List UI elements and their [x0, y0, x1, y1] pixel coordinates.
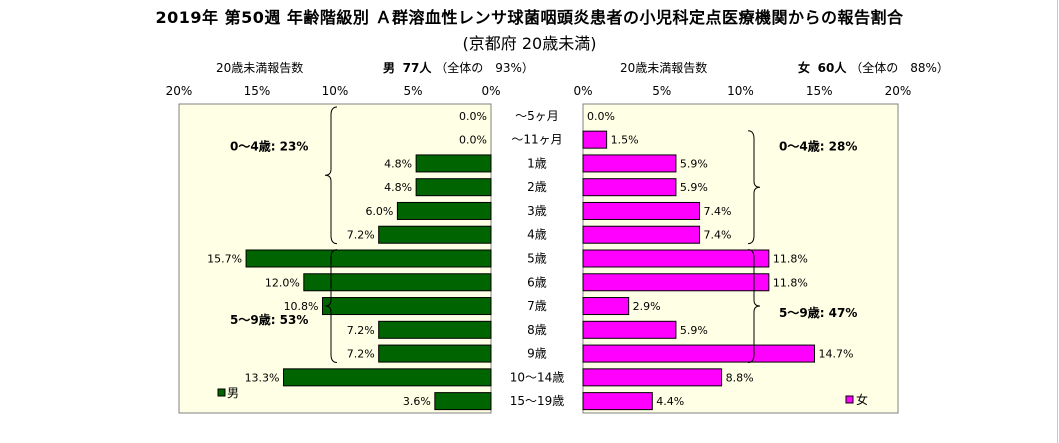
female-bar	[582, 178, 677, 197]
category-label: ～5ヶ月	[515, 109, 559, 123]
male-bar	[303, 273, 492, 292]
male-bar	[378, 225, 492, 244]
left-sex-count: 男 77人 （全体の 93%）	[383, 59, 534, 76]
right-sex: 女	[798, 61, 811, 75]
female-legend-swatch	[845, 395, 854, 404]
female-value-label: 7.4%	[704, 229, 732, 242]
male-value-label: 0.0%	[459, 110, 487, 123]
male-bar	[415, 154, 492, 173]
male-value-label: 13.3%	[245, 371, 280, 384]
category-label: 3歳	[527, 204, 547, 218]
right-count: 60人	[817, 61, 847, 75]
male-value-label: 15.7%	[207, 253, 242, 266]
female-value-label: 2.9%	[633, 300, 661, 313]
left-ratio: （全体の 93%）	[435, 61, 534, 75]
frame-edge	[1057, 0, 1058, 443]
right-sex-count: 女 60人 （全体の 88%）	[798, 59, 949, 76]
category-label: 7歳	[527, 299, 547, 313]
female-value-label: 5.9%	[680, 324, 708, 337]
right-tick-label: 20%	[885, 84, 912, 98]
male-value-label: 7.2%	[347, 324, 375, 337]
left-tick-label: 5%	[403, 84, 422, 98]
category-label: 1歳	[527, 156, 547, 170]
female-bar	[582, 225, 701, 244]
right-brace-0-4	[747, 130, 761, 245]
male-value-label: 4.8%	[384, 181, 412, 194]
female-bar	[582, 320, 677, 339]
female-value-label: 11.8%	[773, 276, 808, 289]
category-label: 8歳	[527, 323, 547, 337]
category-label: 6歳	[527, 275, 547, 289]
right-caption: 20歳未満報告数	[620, 61, 708, 75]
male-bar	[322, 297, 492, 316]
male-legend-label: 男	[227, 386, 239, 400]
male-bar	[378, 320, 492, 339]
left-sex: 男	[383, 61, 396, 75]
right-tick-label: 15%	[806, 84, 833, 98]
right-brace-5-9	[747, 249, 761, 363]
male-bar	[434, 392, 492, 411]
male-bar	[378, 344, 492, 363]
male-value-label: 7.2%	[347, 229, 375, 242]
male-value-label: 6.0%	[365, 205, 393, 218]
left-brace-0-4	[324, 106, 338, 245]
right-tick-label: 5%	[652, 84, 671, 98]
male-bar	[415, 178, 492, 197]
right-ratio: （全体の 88%）	[850, 61, 949, 75]
male-value-label: 4.8%	[384, 157, 412, 170]
female-value-label: 8.8%	[726, 371, 754, 384]
female-value-label: 5.9%	[680, 157, 708, 170]
right-annotation-0-4: 0～4歳: 28%	[779, 139, 857, 154]
female-value-label: 11.8%	[773, 253, 808, 266]
category-label: 15～19歳	[510, 394, 565, 408]
female-value-label: 7.4%	[704, 205, 732, 218]
male-value-label: 10.8%	[284, 300, 319, 313]
right-annotation-5-9: 5～9歳: 47%	[779, 305, 857, 320]
left-brace-5-9	[324, 249, 338, 363]
left-tick-label: 20%	[166, 84, 193, 98]
category-label: 4歳	[527, 228, 547, 242]
female-bar	[582, 392, 653, 411]
left-tick-label: 0%	[481, 84, 500, 98]
chart-subtitle: (京都府 20歳未満)	[462, 34, 597, 53]
female-legend-label: 女	[856, 392, 868, 407]
category-label: 5歳	[527, 252, 547, 266]
female-bar	[582, 249, 770, 268]
male-bar	[283, 368, 492, 387]
female-bar	[582, 154, 677, 173]
female-value-label: 0.0%	[587, 110, 615, 123]
category-label: 9歳	[527, 347, 547, 361]
female-bar	[582, 368, 723, 387]
female-value-label: 1.5%	[611, 134, 639, 147]
category-label: ～11ヶ月	[511, 133, 562, 147]
male-value-label: 12.0%	[265, 276, 300, 289]
chart-title: 2019年 第50週 年齢階級別 Ａ群溶血性レンサ球菌咽頭炎患者の小児科定点医療…	[155, 8, 904, 27]
male-bar	[245, 249, 492, 268]
category-label: 2歳	[527, 180, 547, 194]
female-bar	[582, 297, 630, 316]
right-tick-label: 0%	[573, 84, 592, 98]
left-annotation-5-9: 5～9歳: 53%	[230, 312, 308, 327]
female-bar	[582, 201, 701, 220]
left-count: 77人	[402, 61, 432, 75]
female-value-label: 4.4%	[656, 395, 684, 408]
male-value-label: 0.0%	[459, 134, 487, 147]
male-value-label: 3.6%	[403, 395, 431, 408]
female-bar	[582, 130, 608, 149]
female-bar	[582, 273, 770, 292]
left-caption: 20歳未満報告数	[216, 61, 304, 75]
male-value-label: 7.2%	[347, 348, 375, 361]
right-tick-label: 10%	[727, 84, 754, 98]
female-value-label: 14.7%	[819, 348, 854, 361]
left-annotation-0-4: 0～4歳: 23%	[230, 139, 308, 154]
male-legend-swatch	[217, 388, 226, 397]
male-bar	[396, 201, 492, 220]
left-tick-label: 10%	[322, 84, 349, 98]
female-value-label: 5.9%	[680, 181, 708, 194]
left-tick-label: 15%	[244, 84, 271, 98]
category-label: 10～14歳	[510, 370, 565, 384]
female-bar	[582, 344, 816, 363]
